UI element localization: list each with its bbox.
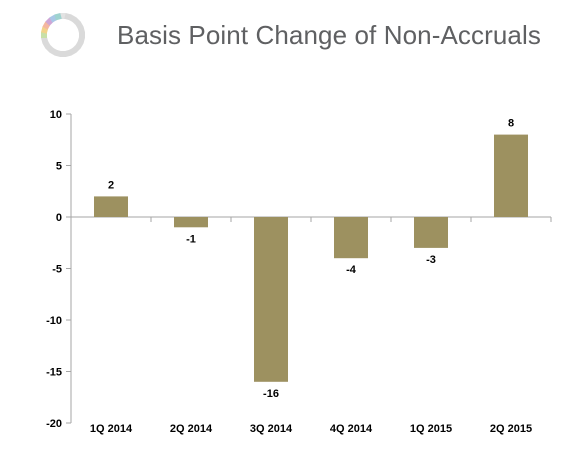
y-tick-label: 10	[50, 109, 62, 121]
bar	[94, 196, 128, 217]
data-label: -3	[426, 254, 436, 266]
data-label: 8	[508, 118, 514, 130]
logo-icon	[40, 12, 86, 58]
x-tick-label: 1Q 2014	[90, 423, 133, 435]
data-label: 2	[108, 179, 114, 191]
x-tick-label: 2Q 2014	[170, 423, 213, 435]
data-label: -1	[186, 233, 196, 245]
logo-segment	[64, 49, 72, 58]
logo-segment	[79, 32, 85, 38]
logo-segment	[54, 12, 62, 21]
bar	[254, 217, 288, 382]
data-label: -16	[263, 388, 279, 400]
y-tick-label: -15	[46, 367, 62, 379]
bar	[334, 217, 368, 259]
y-tick-label: -5	[52, 264, 62, 276]
bar	[174, 217, 208, 228]
x-tick-label: 2Q 2015	[490, 423, 532, 435]
logo-segment	[60, 13, 66, 19]
x-tick-label: 3Q 2014	[250, 423, 293, 435]
y-tick-label: -20	[46, 418, 62, 430]
y-tick-label: 0	[56, 212, 62, 224]
page-title: Basis Point Change of Non-Accruals	[117, 20, 541, 50]
bar	[414, 217, 448, 248]
x-tick-label: 4Q 2014	[330, 423, 373, 435]
logo-segment	[77, 26, 86, 34]
bar	[494, 134, 528, 217]
logo-segment	[40, 36, 49, 44]
y-tick-label: 5	[56, 161, 62, 173]
data-label: -4	[346, 264, 357, 276]
logo-segment	[60, 51, 66, 57]
x-tick-label: 1Q 2015	[410, 423, 452, 435]
logo-segment	[41, 32, 47, 38]
y-tick-label: -10	[46, 315, 62, 327]
